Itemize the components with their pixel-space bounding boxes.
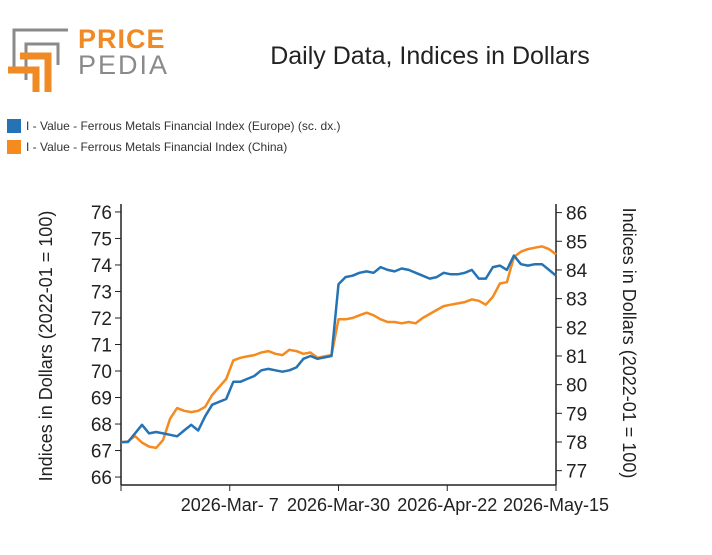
left-tick-label: 71 <box>91 336 112 357</box>
left-tick-label: 74 <box>91 256 113 277</box>
logo-text-price: PRICE <box>78 24 166 54</box>
chart-title: Daily Data, Indices in Dollars <box>270 42 590 70</box>
legend-swatch-china <box>7 140 21 154</box>
legend-label-europe: I - Value - Ferrous Metals Financial Ind… <box>26 119 341 133</box>
left-tick-label: 66 <box>91 468 112 489</box>
x-axis: 2026-Mar- 7 2026-Mar-30 2026-Apr-22 2026-Ma… <box>120 484 609 515</box>
left-tick-label: 73 <box>91 282 112 303</box>
series-line-china <box>120 245 557 450</box>
right-tick-label: 82 <box>566 318 587 339</box>
x-tick-label: 2026-Apr-22 <box>397 495 497 515</box>
pricepedia-logo: PRICE PEDIA <box>6 20 170 95</box>
right-tick-label: 78 <box>566 433 587 454</box>
left-tick-label: 76 <box>91 203 112 224</box>
legend-swatch-europe <box>7 119 21 133</box>
series-lines <box>120 245 557 450</box>
right-tick-label: 83 <box>566 290 587 311</box>
left-tick-label: 72 <box>91 309 112 330</box>
left-tick-label: 75 <box>91 229 112 250</box>
left-tick-label: 67 <box>91 442 112 463</box>
right-tick-label: 77 <box>566 462 587 483</box>
x-tick-label: 2026-Mar-30 <box>287 495 390 515</box>
y-axis-label-left: Indices in Dollars (2022-01 = 100) <box>36 211 56 482</box>
right-tick-label: 85 <box>566 232 587 253</box>
right-tick-label: 80 <box>566 376 587 397</box>
legend-item-europe[interactable]: I - Value - Ferrous Metals Financial Ind… <box>7 119 341 133</box>
logo-mark-icon <box>8 28 68 92</box>
right-tick-label: 86 <box>566 204 587 225</box>
x-tick-label: 2026-May-15 <box>503 495 609 515</box>
legend-item-china[interactable]: I - Value - Ferrous Metals Financial Ind… <box>7 140 287 154</box>
right-tick-label: 81 <box>566 347 587 368</box>
left-y-axis: 66 67 68 69 70 71 72 73 74 75 76 <box>91 203 122 489</box>
right-tick-label: 84 <box>566 261 588 282</box>
x-tick-label: 2026-Mar- 7 <box>181 495 279 515</box>
y-axis-label-right: Indices in Dollars (2022-01 = 100) <box>619 208 639 479</box>
legend-label-china: I - Value - Ferrous Metals Financial Ind… <box>26 140 288 154</box>
left-tick-label: 70 <box>91 362 112 383</box>
logo-text-pedia: PEDIA <box>78 50 170 80</box>
right-y-axis: 77 78 79 80 81 82 83 84 85 86 <box>555 204 588 485</box>
series-line-europe <box>121 254 557 444</box>
right-tick-label: 79 <box>566 404 587 425</box>
left-tick-label: 68 <box>91 415 112 436</box>
left-tick-label: 69 <box>91 389 112 410</box>
